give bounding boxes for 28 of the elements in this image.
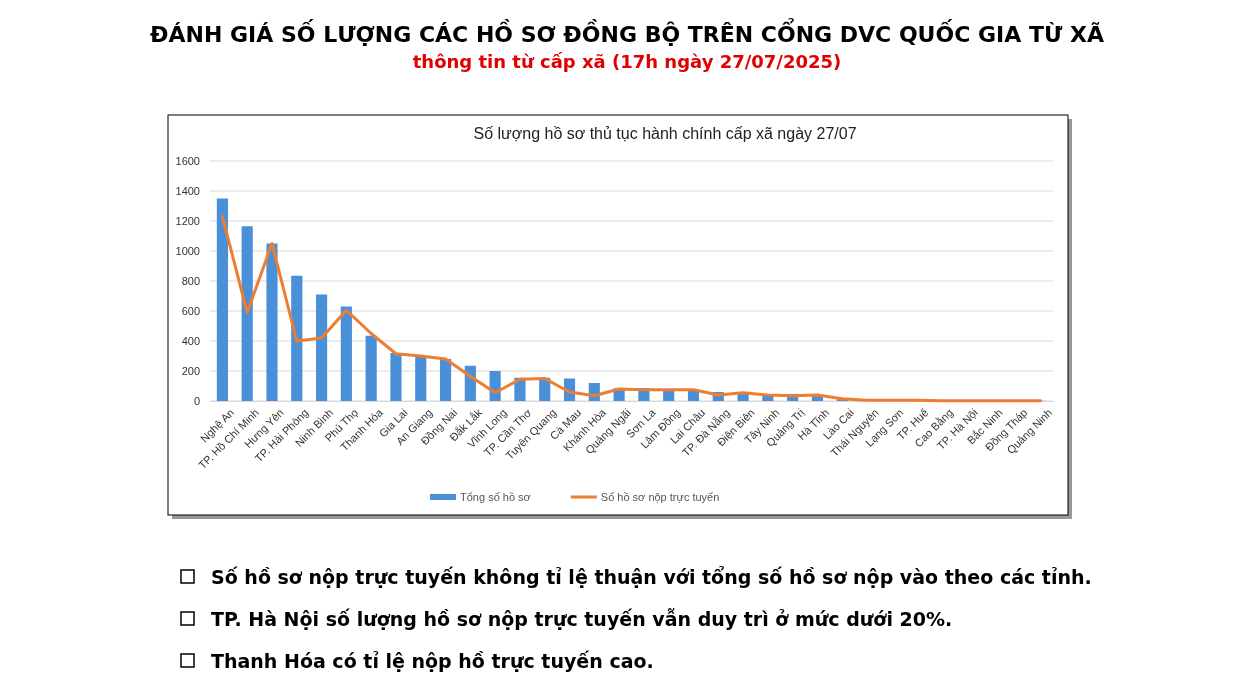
chart-title: Số lượng hồ sơ thủ tục hành chính cấp xã ngày 27/07 [473, 125, 857, 142]
text: TP. Hà Nội số lượng hồ sơ nộp trực tuyến vẫn duy trì ở mức dưới 20%. [211, 607, 953, 630]
legend-label: Số hồ sơ nộp trực tuyến [600, 491, 720, 503]
line-series [220, 215, 1043, 403]
text: Số hồ sơ nộp trực tuyến không tỉ lệ thuận với tổng số hồ sơ nộp vào theo các tỉnh. [211, 566, 1092, 588]
text: ĐÁNH GIÁ SỐ LƯỢNG CÁC HỒ SƠ ĐỒNG BỘ TRÊN CỔNG DVC QUỐC GIA TỪ XÃ [150, 18, 1104, 47]
text: Thanh Hóa có tỉ lệ nộp hồ trực tuyến cao. [211, 650, 654, 672]
y-tick-label: 400 [181, 335, 200, 348]
y-tick-label: 200 [181, 365, 200, 378]
legend-label: Tổng số hồ sơ [460, 491, 531, 503]
y-tick-label: 0 [193, 395, 200, 408]
y-tick-label: 1200 [175, 215, 200, 228]
bar [415, 356, 427, 401]
bar [390, 353, 402, 401]
y-tick-label: 1000 [175, 245, 200, 258]
bar [216, 198, 228, 401]
bar [439, 359, 452, 401]
y-tick-label: 800 [181, 275, 200, 288]
bar [291, 275, 303, 401]
bar [340, 306, 352, 401]
y-tick-label: 1400 [175, 185, 200, 198]
bar [365, 335, 377, 401]
bar [316, 294, 328, 401]
y-tick-label: 600 [181, 305, 200, 318]
text: thông tin từ cấp xã (17h ngày 27/07/2025) [412, 51, 842, 72]
y-tick-label: 1600 [175, 155, 200, 168]
bar [241, 226, 253, 401]
bar [266, 243, 278, 401]
